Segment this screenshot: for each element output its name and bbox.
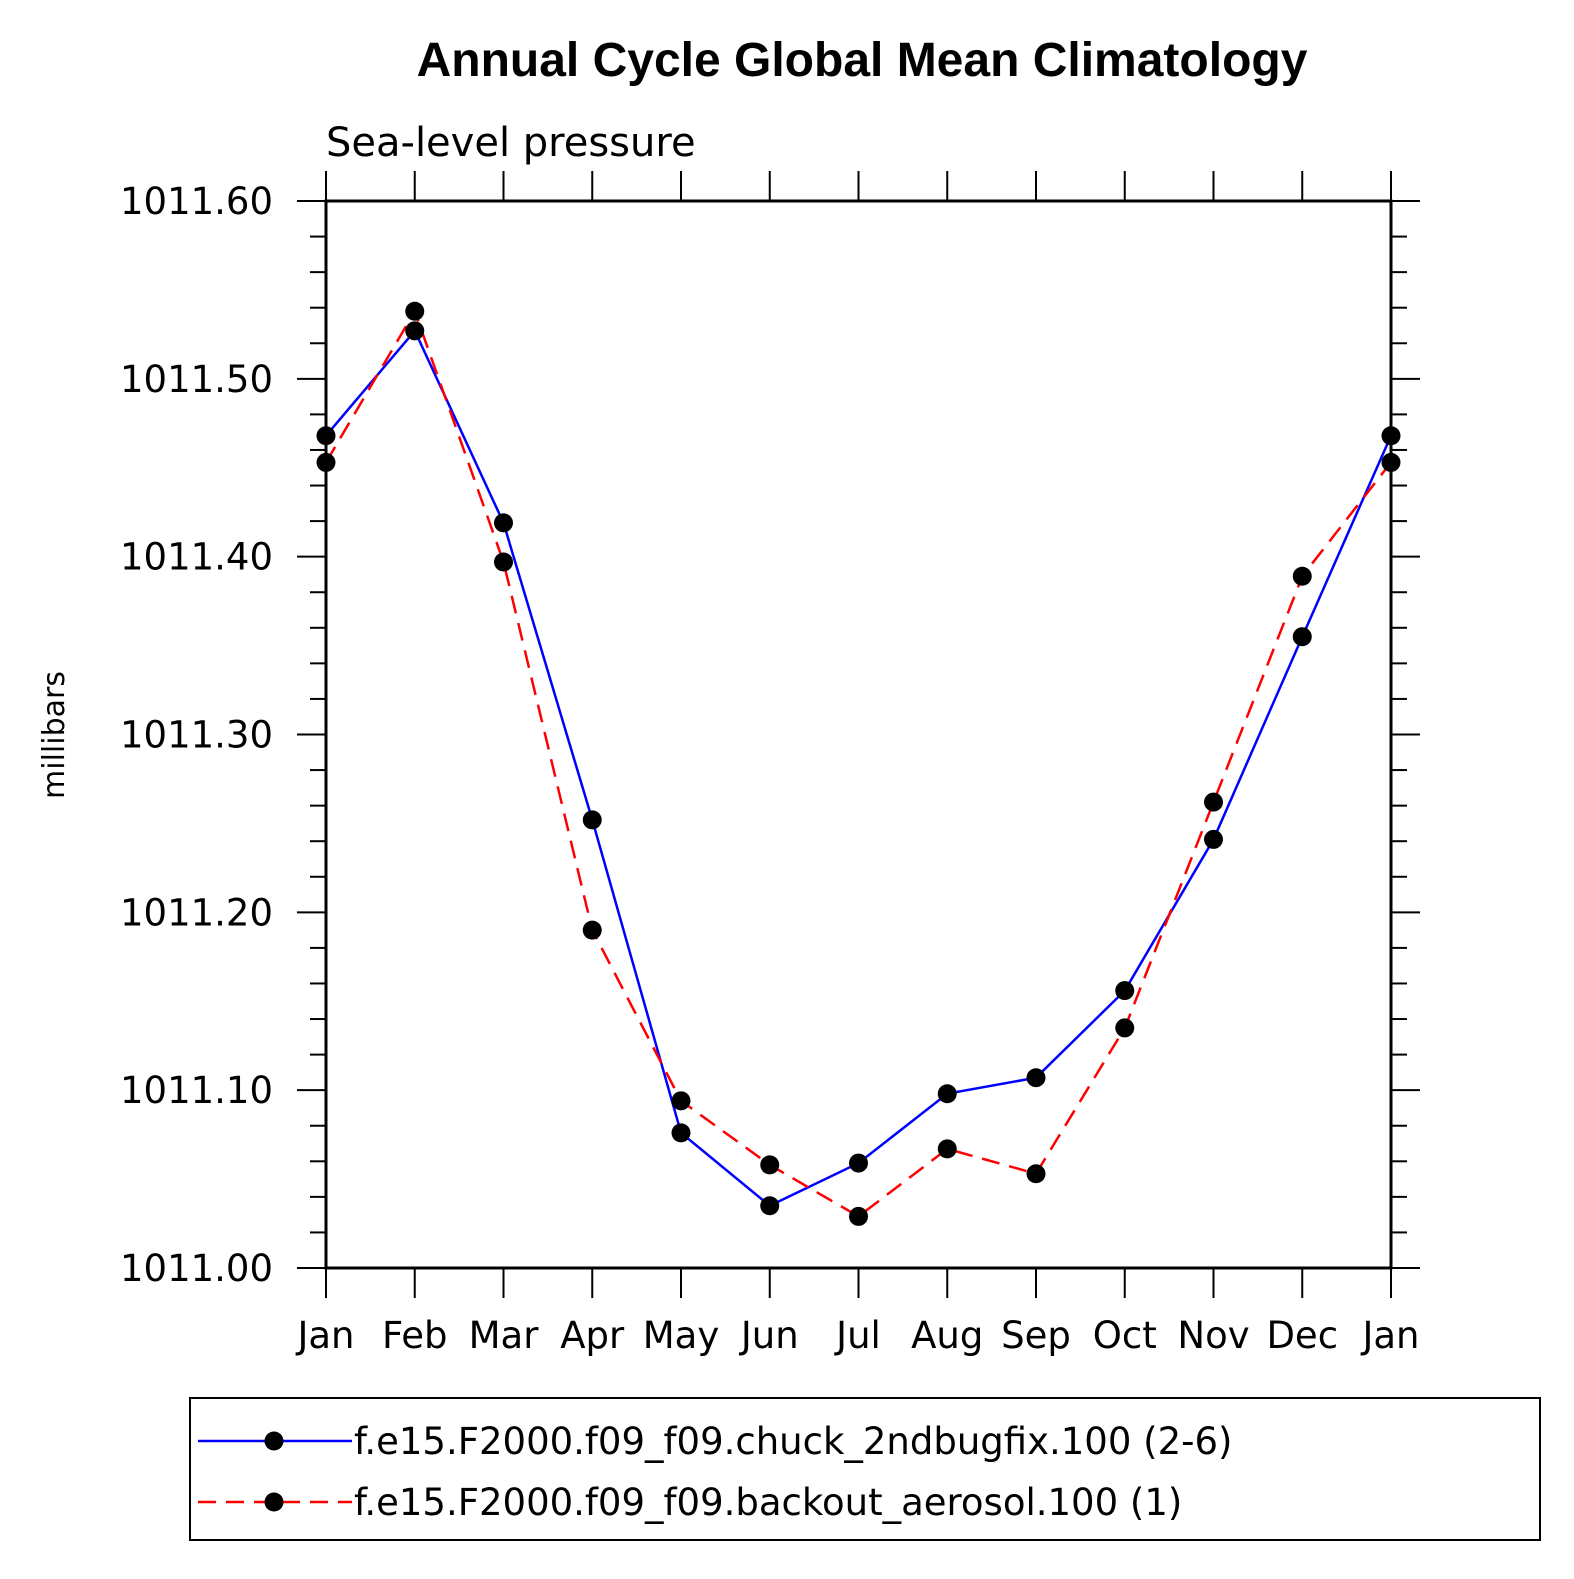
x-tick-label: Dec — [1266, 1314, 1338, 1357]
series-1-point — [582, 810, 602, 830]
series-1-point — [937, 1084, 957, 1104]
x-tick-label: Mar — [469, 1314, 540, 1357]
y-tick-label: 1011.40 — [120, 536, 273, 579]
legend-label-2: f.e15.F2000.f09_f09.backout_aerosol.100 … — [354, 1481, 1182, 1524]
series-1-point — [760, 1196, 780, 1216]
y-tick-label: 1011.00 — [120, 1247, 273, 1290]
y-axis-label: millibars — [37, 671, 72, 799]
series-2-point — [316, 452, 336, 472]
series-2-point — [1026, 1164, 1046, 1184]
series-1-point — [1204, 829, 1223, 849]
chart-title: Annual Cycle Global Mean Climatology — [417, 34, 1308, 87]
plot-frame — [324, 199, 1393, 1270]
x-tick-label: Jun — [739, 1314, 799, 1357]
x-tick-label: Jul — [834, 1314, 881, 1357]
x-tick-label: Jan — [295, 1314, 354, 1357]
series-2-point — [494, 552, 513, 572]
series-1-point — [849, 1153, 868, 1173]
series-2-point — [1381, 452, 1401, 472]
x-tick-label: Jan — [1360, 1314, 1419, 1357]
series-2-point — [671, 1091, 691, 1111]
series-2-point — [937, 1139, 957, 1159]
x-tick-label: May — [643, 1314, 720, 1357]
series-2-point — [760, 1155, 780, 1175]
x-tick-label: Aug — [911, 1314, 983, 1357]
x-tick-label: Feb — [382, 1314, 448, 1357]
x-tick-label: Oct — [1093, 1314, 1157, 1357]
series-2-point — [1292, 566, 1312, 586]
series-1-point — [1381, 426, 1401, 446]
chart-subtitle: Sea-level pressure — [326, 120, 696, 166]
x-tick-label: Nov — [1177, 1314, 1249, 1357]
series-1-point — [1292, 627, 1312, 647]
legend-box — [189, 1397, 1541, 1541]
series-line-1 — [325, 328, 1393, 1208]
series-2-point — [849, 1206, 868, 1226]
series-2-point — [405, 301, 425, 321]
series-2-point — [1115, 1018, 1135, 1038]
y-tick-label: 1011.60 — [120, 180, 273, 223]
y-tick-label: 1011.20 — [120, 891, 273, 934]
series-line-2 — [324, 308, 1392, 1218]
series-2-point — [1204, 792, 1223, 812]
x-tick-label: Sep — [1001, 1314, 1071, 1357]
y-tick-label: 1011.30 — [120, 714, 273, 757]
series-1-point — [494, 513, 513, 533]
plot-area: 1011.00 1011.10 1011.20 1011.30 1011.40 1011.… — [120, 171, 1420, 1357]
series-1-point — [671, 1123, 691, 1143]
legend-marker-1 — [264, 1431, 284, 1451]
legend-label-1: f.e15.F2000.f09_f09.chuck_2ndbugfix.100 … — [354, 1420, 1232, 1463]
legend-marker-2 — [264, 1492, 284, 1512]
series-1-point — [316, 426, 336, 446]
x-tick-label: Apr — [560, 1314, 625, 1357]
series-1-point — [405, 321, 425, 341]
y-tick-label: 1011.50 — [120, 358, 273, 401]
legend: f.e15.F2000.f09_f09.chuck_2ndbugfix.100 … — [189, 1397, 1541, 1541]
y-tick-label: 1011.10 — [120, 1069, 273, 1112]
series-2-point — [582, 920, 602, 940]
series-1-point — [1026, 1068, 1046, 1088]
series-1-point — [1115, 981, 1135, 1001]
